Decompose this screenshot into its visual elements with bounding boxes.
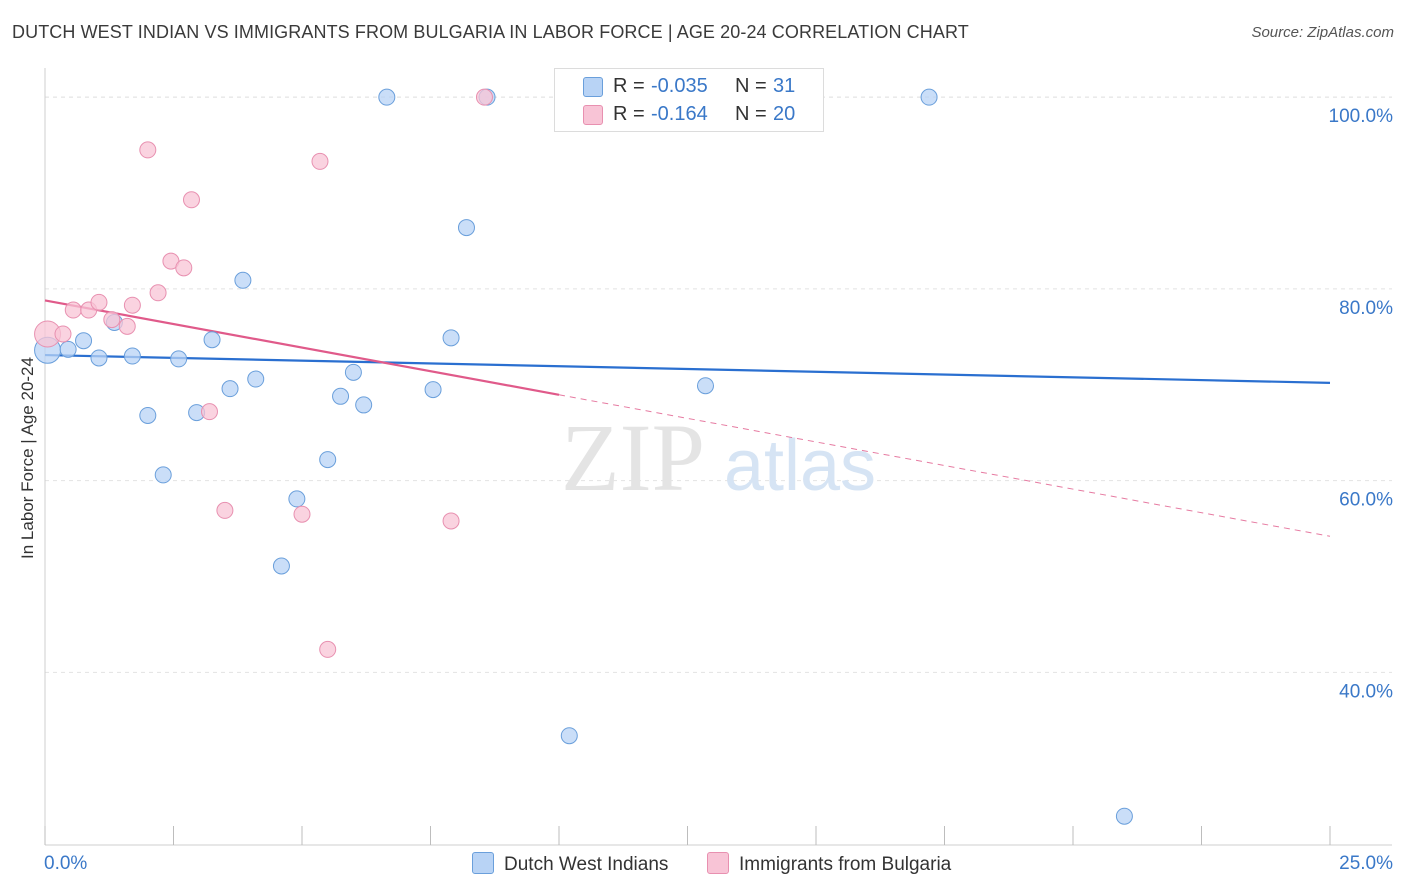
point-bulgaria: [64, 301, 82, 319]
x-tick-label: 0.0%: [44, 853, 87, 874]
legend-item-immigrants-from-bulgaria: Immigrants from Bulgaria: [707, 852, 951, 876]
y-axis-label: In Labor Force | Age 20-24: [18, 357, 37, 559]
point-bulgaria: [123, 296, 141, 314]
pink-swatch-icon: [707, 852, 729, 874]
point-bulgaria: [200, 403, 218, 421]
point-dutch-west-indians: [234, 271, 252, 289]
legend-n-value: 20: [773, 103, 796, 125]
legend-r-value: -0.035: [651, 75, 708, 97]
point-dutch-west-indians: [75, 332, 93, 350]
point-dutch-west-indians: [1115, 807, 1133, 825]
axes: [44, 68, 1392, 846]
point-dutch-west-indians: [272, 557, 290, 575]
point-dutch-west-indians: [560, 727, 578, 745]
point-bulgaria: [103, 311, 121, 329]
point-bulgaria: [54, 325, 72, 343]
point-dutch-west-indians: [424, 381, 442, 399]
point-dutch-west-indians: [332, 387, 350, 405]
watermark: ZIP atlas: [561, 404, 876, 511]
blue-swatch-icon: [472, 852, 494, 874]
point-bulgaria: [319, 640, 337, 658]
point-dutch-west-indians: [696, 377, 714, 395]
trend-line-bulgaria-extrapolated: [558, 394, 1331, 537]
legend-r-label: R =: [613, 103, 645, 125]
point-dutch-west-indians: [319, 451, 337, 469]
watermark-atlas: atlas: [724, 426, 876, 506]
point-bulgaria: [90, 293, 108, 311]
point-bulgaria: [442, 512, 460, 530]
point-dutch-west-indians: [123, 347, 141, 365]
pink-swatch-icon: [583, 105, 603, 125]
point-dutch-west-indians: [355, 396, 373, 414]
y-tick-label: 80.0%: [1339, 298, 1393, 319]
trend-line-bulgaria: [44, 299, 560, 396]
y-tick-label: 40.0%: [1339, 681, 1393, 702]
point-dutch-west-indians: [170, 350, 188, 368]
point-dutch-west-indians: [221, 380, 239, 398]
point-bulgaria: [175, 259, 193, 277]
stats-legend: R = -0.035 N = 31 R = -0.164 N = 20: [554, 68, 824, 132]
watermark-zip: ZIP: [561, 404, 705, 511]
point-dutch-west-indians: [920, 88, 938, 106]
point-dutch-west-indians: [442, 329, 460, 347]
point-dutch-west-indians: [203, 331, 221, 349]
x-tick-label: 25.0%: [1339, 853, 1393, 874]
tick-labels: 40.0% 60.0% 80.0% 100.0% 0.0% 25.0%: [44, 106, 1393, 874]
data-points: [34, 88, 1133, 825]
y-tick-label: 100.0%: [1329, 106, 1394, 127]
point-bulgaria: [139, 141, 157, 159]
point-bulgaria: [293, 505, 311, 523]
point-dutch-west-indians: [59, 340, 77, 358]
legend-n-label: N =: [735, 75, 767, 97]
legend-label: Dutch West Indians: [504, 854, 669, 875]
point-bulgaria: [311, 152, 329, 170]
point-dutch-west-indians: [457, 219, 475, 237]
point-dutch-west-indians: [378, 88, 396, 106]
point-bulgaria: [182, 191, 200, 209]
source-label: Source: ZipAtlas.com: [1251, 24, 1394, 41]
point-dutch-west-indians: [288, 490, 306, 508]
gridlines: [45, 96, 1392, 673]
chart-title: DUTCH WEST INDIAN VS IMMIGRANTS FROM BUL…: [12, 22, 969, 42]
legend-n-value: 31: [773, 75, 796, 97]
point-dutch-west-indians: [139, 406, 157, 424]
blue-swatch-icon: [583, 77, 603, 97]
point-dutch-west-indians: [344, 363, 362, 381]
point-dutch-west-indians: [247, 370, 265, 388]
legend-item-dutch-west-indians: Dutch West Indians: [472, 852, 668, 876]
legend-r-label: R =: [613, 75, 645, 97]
point-bulgaria: [149, 284, 167, 302]
point-bulgaria: [475, 88, 493, 106]
point-dutch-west-indians: [154, 466, 172, 484]
y-tick-label: 60.0%: [1339, 490, 1393, 511]
point-bulgaria: [216, 501, 234, 519]
point-bulgaria: [118, 317, 136, 335]
legend-label: Immigrants from Bulgaria: [739, 854, 952, 875]
point-dutch-west-indians: [90, 349, 108, 367]
legend-n-label: N =: [735, 103, 767, 125]
trend-line-dutch-west-indians: [44, 353, 1331, 384]
trend-lines: [44, 299, 1331, 537]
legend-r-value: -0.164: [651, 103, 708, 125]
